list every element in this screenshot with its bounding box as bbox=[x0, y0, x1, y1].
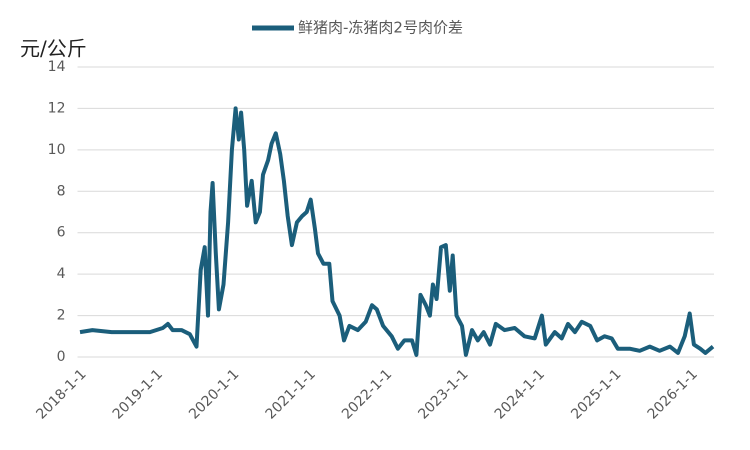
y-tick-label: 0 bbox=[57, 349, 66, 365]
x-tick-label: 2023-1-1 bbox=[415, 366, 471, 422]
x-tick-label: 2025-1-1 bbox=[568, 366, 624, 422]
data-line bbox=[79, 106, 715, 357]
y-tick-label: 4 bbox=[57, 266, 66, 282]
y-tick-label: 10 bbox=[48, 142, 66, 158]
y-tick-label: 2 bbox=[57, 308, 66, 324]
x-tick-label: 2024-1-1 bbox=[492, 366, 548, 422]
y-tick-label: 14 bbox=[48, 59, 66, 75]
x-tick-label: 2021-1-1 bbox=[263, 366, 319, 422]
x-tick-label: 2026-1-1 bbox=[645, 366, 701, 422]
legend-label: 鲜猪肉-冻猪肉2号肉价差 bbox=[298, 19, 463, 37]
y-tick-label: 12 bbox=[48, 100, 66, 116]
x-tick-label: 2018-1-1 bbox=[33, 366, 89, 422]
y-tick-label: 8 bbox=[57, 183, 66, 199]
y-axis-label: 元/公斤 bbox=[20, 37, 87, 61]
x-tick-label: 2022-1-1 bbox=[339, 366, 395, 422]
x-tick-label: 2019-1-1 bbox=[110, 366, 166, 422]
x-tick-label: 2020-1-1 bbox=[186, 366, 242, 422]
y-tick-label: 6 bbox=[57, 225, 66, 241]
